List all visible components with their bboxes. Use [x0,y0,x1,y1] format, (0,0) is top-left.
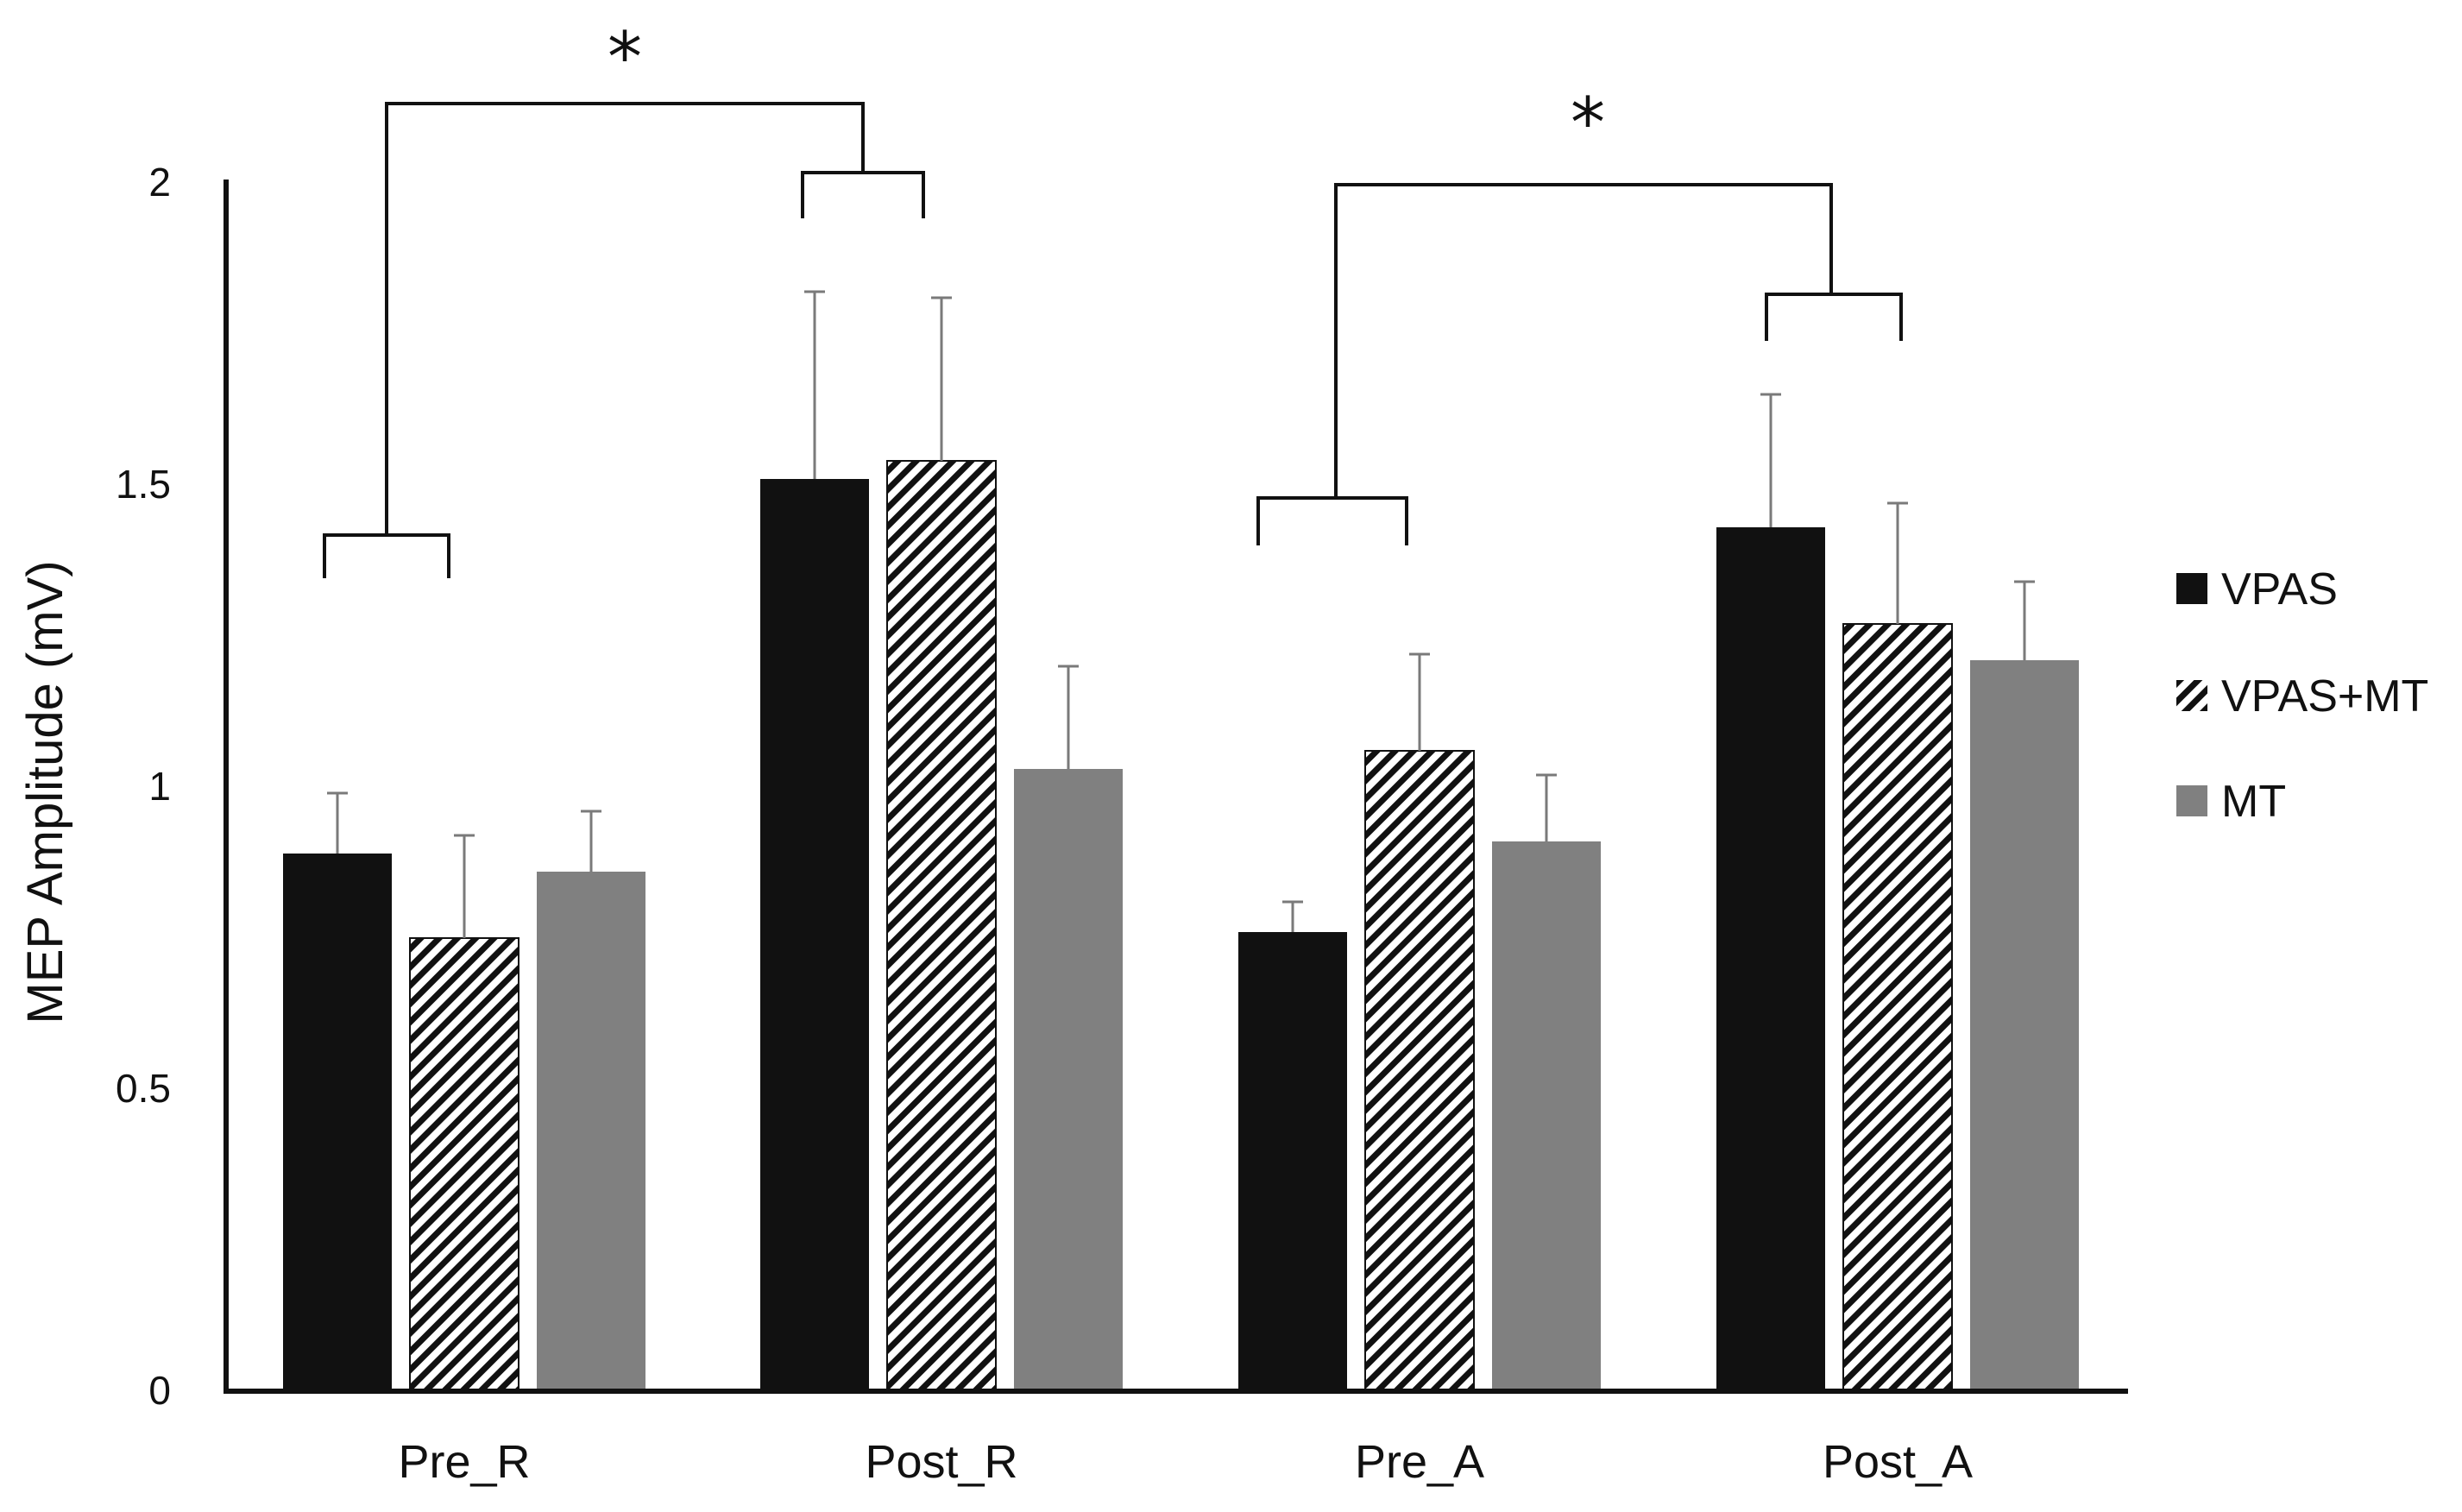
category-label: Pre_A [1355,1436,1484,1488]
y-axis-title-group: MEP Amplitude (mV) [17,560,73,1024]
bars [283,460,2079,1392]
bar-mt-pre-r [537,872,645,1391]
y-tick-label: 1.5 [116,462,171,507]
legend-swatch-mt [2176,785,2207,816]
small-bracket-post-r [801,171,925,218]
big-bracket-a [1334,183,1833,498]
bar-vpas-pre-a [1238,932,1347,1391]
error-bars [327,290,2035,938]
significance-brackets: ** [323,17,1903,578]
category-labels: Pre_R Post_R Pre_A Post_A [398,1436,1973,1488]
bar-mt-post-a [1970,660,2079,1391]
bar-vpas-mt-post-r [886,460,997,1392]
y-axis-title: MEP Amplitude (mV) [17,560,73,1024]
y-tick-label: 1 [148,764,171,809]
bar-vpas-pre-r [283,854,392,1391]
legend-swatch-vpas-mt [2176,680,2207,711]
legend-label-mt: MT [2221,777,2286,827]
bar-mt-pre-a [1492,841,1601,1391]
bar-vpas-mt-pre-r [409,937,519,1392]
small-bracket-pre-a [1256,496,1408,545]
small-bracket-pre-r [323,533,450,578]
y-tick-label: 0.5 [116,1066,171,1111]
bar-vpas-post-a [1716,527,1825,1391]
category-label: Post_R [865,1436,1017,1488]
big-bracket-r [385,102,865,535]
significance-star: * [608,17,642,98]
significance-star: * [1571,83,1605,163]
y-ticks: 0 0.5 1 1.5 2 [116,160,171,1413]
category-label: Pre_R [398,1436,530,1488]
category-label: Post_A [1823,1436,1973,1488]
legend-swatch-vpas [2176,573,2207,604]
y-tick-label: 0 [148,1368,171,1413]
legend-label-vpas: VPAS [2221,564,2338,614]
bar-vpas-post-r [760,479,869,1391]
small-bracket-post-a [1765,293,1903,341]
legend: VPAS VPAS+MT MT [2176,564,2428,827]
bar-mt-post-r [1014,769,1123,1391]
bar-vpas-mt-post-a [1842,623,1953,1392]
legend-label-vpas-mt: VPAS+MT [2221,671,2428,721]
y-tick-label: 2 [148,160,171,205]
bar-vpas-mt-pre-a [1364,750,1475,1392]
